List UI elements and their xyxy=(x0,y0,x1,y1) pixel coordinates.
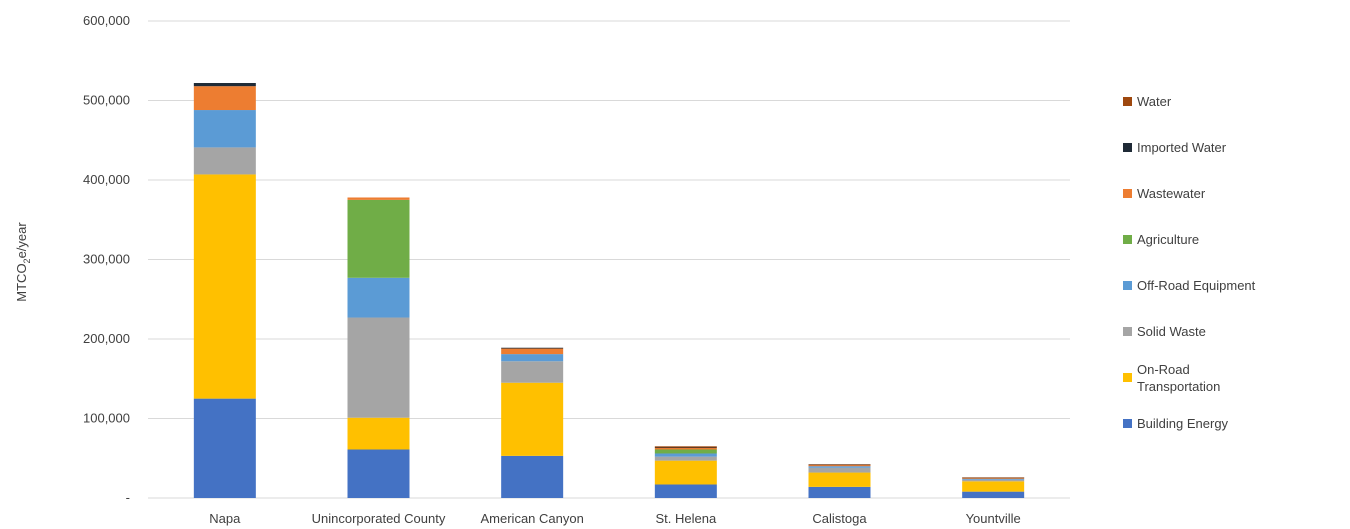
bar-segment xyxy=(808,465,871,467)
bar-segment xyxy=(808,486,871,498)
legend-swatch xyxy=(1123,143,1132,152)
bar-segment xyxy=(654,446,717,448)
legend-swatch xyxy=(1123,419,1132,428)
legend-label: Agriculture xyxy=(1137,232,1199,247)
bar-segment xyxy=(654,484,717,498)
x-category-label: Yountville xyxy=(966,511,1021,526)
bar-segment xyxy=(654,447,717,449)
bar-segment xyxy=(962,477,1025,479)
x-category-label: Unincorporated County xyxy=(312,511,446,526)
bars xyxy=(193,83,1025,498)
bar-segment xyxy=(193,86,256,111)
x-category-label: St. Helena xyxy=(655,511,716,526)
legend-swatch xyxy=(1123,327,1132,336)
legend-label: Wastewater xyxy=(1137,186,1206,201)
bar-segment xyxy=(808,466,871,468)
bar-segment xyxy=(962,477,1025,478)
legend-swatch xyxy=(1123,281,1132,290)
y-axis-tick-labels: - 100,000 200,000 300,000 400,000 500,000 600,… xyxy=(83,13,130,505)
bar-segment xyxy=(193,174,256,399)
y-tick-label: 400,000 xyxy=(83,172,130,187)
bar-segment xyxy=(193,83,256,87)
y-axis-title: MTCO2e/year xyxy=(14,222,32,302)
y-tick-label: 600,000 xyxy=(83,13,130,28)
bar-segment xyxy=(654,447,717,450)
bar-segment xyxy=(347,277,410,318)
bar-segment xyxy=(962,478,1025,479)
bar-segment xyxy=(501,347,564,349)
gridlines xyxy=(148,20,1070,499)
bar-segment xyxy=(501,455,564,498)
x-category-label: American Canyon xyxy=(481,511,584,526)
bar-segment xyxy=(654,460,717,485)
x-category-label: Calistoga xyxy=(812,511,867,526)
bar-segment xyxy=(193,398,256,498)
legend-label: Building Energy xyxy=(1137,416,1229,431)
bar-segment xyxy=(501,361,564,383)
bar-segment xyxy=(347,197,410,200)
y-tick-label: 200,000 xyxy=(83,331,130,346)
legend-swatch xyxy=(1123,235,1132,244)
bar-segment xyxy=(347,317,410,418)
legend-label: Imported Water xyxy=(1137,140,1227,155)
y-tick-label: 500,000 xyxy=(83,93,130,108)
bar-segment xyxy=(808,464,871,465)
bar-segment xyxy=(962,478,1025,480)
legend-label: Solid Waste xyxy=(1137,324,1206,339)
bar-segment xyxy=(347,199,410,278)
y-tick-label: 300,000 xyxy=(83,252,130,267)
y-tick-label: - xyxy=(126,490,130,505)
bar-segment xyxy=(808,464,871,466)
legend-swatch xyxy=(1123,373,1132,382)
legend: Water Imported Water Wastewater Agriculture… xyxy=(1123,94,1256,431)
bar-segment xyxy=(654,456,717,461)
x-category-label: Napa xyxy=(209,511,241,526)
bar-segment xyxy=(347,417,410,450)
bar-segment xyxy=(193,110,256,148)
bar-segment xyxy=(962,479,1025,482)
legend-label: Water xyxy=(1137,94,1172,109)
legend-label: On-Road Transportation xyxy=(1137,362,1220,394)
bar-segment xyxy=(501,354,564,362)
bar-segment xyxy=(808,472,871,487)
bar-segment xyxy=(962,481,1025,492)
legend-swatch xyxy=(1123,97,1132,106)
bar-segment xyxy=(962,491,1025,498)
legend-label: Off-Road Equipment xyxy=(1137,278,1256,293)
y-tick-label: 100,000 xyxy=(83,411,130,426)
bar-segment xyxy=(654,449,717,454)
x-axis-category-labels: Napa Unincorporated County American Canyon… xyxy=(209,511,1020,526)
bar-segment xyxy=(501,348,564,355)
bar-segment xyxy=(193,147,256,175)
bar-segment xyxy=(347,449,410,498)
legend-swatch xyxy=(1123,189,1132,198)
bar-segment xyxy=(654,453,717,457)
bar-segment xyxy=(808,467,871,473)
bar-segment xyxy=(501,382,564,456)
